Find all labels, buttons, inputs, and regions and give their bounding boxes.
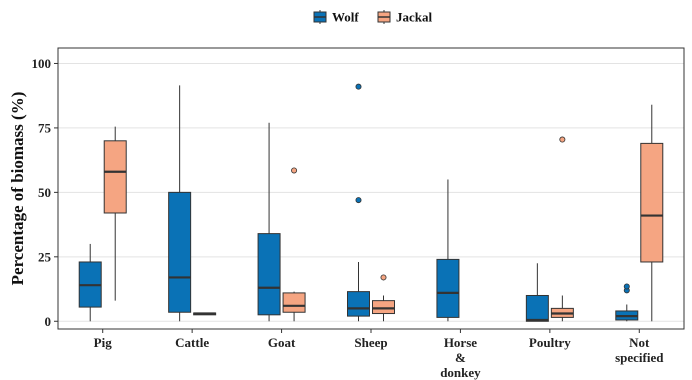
x-tick-label-line: donkey — [440, 365, 481, 380]
wolf-box-goat — [257, 122, 281, 322]
x-tick-label-poultry: Poultry — [529, 335, 571, 350]
y-tick-label-0: 0 — [45, 314, 52, 329]
jackal-iqr-box — [103, 140, 127, 214]
x-tick-label-line: Sheep — [354, 335, 387, 350]
y-tick-label-25: 25 — [38, 249, 52, 264]
wolf-outlier — [355, 83, 362, 90]
wolf-outlier — [355, 197, 362, 204]
y-tick-label-100: 100 — [32, 56, 52, 71]
x-tick-label-sheep: Sheep — [354, 335, 387, 350]
x-tick-label-not-specified: Not specified — [615, 335, 664, 365]
wolf-box-sheep — [347, 83, 370, 322]
legend-item-jackal: Jackal — [377, 10, 433, 25]
legend-item-wolf: Wolf — [313, 10, 359, 25]
jackal-box-pig — [103, 126, 127, 301]
x-tick-label-line: Cattle — [175, 335, 209, 350]
y-tick-label-75: 75 — [38, 120, 52, 135]
wolf-box-poultry — [525, 263, 549, 322]
wolf-iqr-box — [436, 258, 460, 318]
x-tick-label-line: Horse — [444, 335, 477, 350]
x-tick-label-line: Not — [629, 335, 650, 350]
jackal-iqr-box — [640, 142, 664, 263]
wolf-outlier — [623, 283, 630, 290]
legend-label-wolf: Wolf — [332, 10, 359, 25]
wolf-iqr-box — [347, 291, 370, 317]
wolf-box-not-specified — [615, 283, 639, 322]
jackal-box-poultry — [550, 136, 574, 322]
jackal-box-not-specified — [640, 104, 664, 322]
wolf-iqr-box — [257, 233, 281, 316]
x-tick-label-line: specified — [615, 350, 664, 365]
y-axis-label: Percentage of biomass (%) — [8, 92, 27, 286]
wolf-iqr-box — [525, 294, 549, 322]
x-tick-label-horse-donkey: Horse & donkey — [440, 335, 481, 380]
wolf-box-horse-donkey — [436, 179, 460, 322]
y-tick-label-50: 50 — [38, 185, 51, 200]
legend: Wolf Jackal — [313, 10, 433, 25]
plot-background — [58, 48, 684, 329]
x-tick-label-line: & — [455, 350, 466, 365]
x-tick-label-cattle: Cattle — [175, 335, 209, 350]
jackal-box-sheep — [372, 274, 395, 322]
x-tick-label-line: Pig — [94, 335, 113, 350]
jackal-outlier — [380, 274, 387, 281]
jackal-box-cattle — [193, 312, 217, 316]
x-tick-label-goat: Goat — [268, 335, 296, 350]
jackal-outlier — [291, 167, 298, 174]
jackal-iqr-box — [372, 300, 395, 315]
x-tick-label-line: Goat — [268, 335, 296, 350]
wolf-box-pig — [78, 243, 102, 322]
x-tick-label-pig: Pig — [94, 335, 113, 350]
plot-area: 0 25 50 75 100 Pig Cattle Goat Sheep Horse & donkey… — [32, 47, 685, 380]
jackal-iqr-box — [282, 292, 306, 313]
jackal-box-goat — [282, 167, 306, 322]
wolf-iqr-box — [168, 191, 192, 313]
legend-label-jackal: Jackal — [396, 10, 433, 25]
jackal-outlier — [559, 136, 566, 143]
x-tick-label-line: Poultry — [529, 335, 571, 350]
wolf-box-cattle — [168, 85, 192, 322]
